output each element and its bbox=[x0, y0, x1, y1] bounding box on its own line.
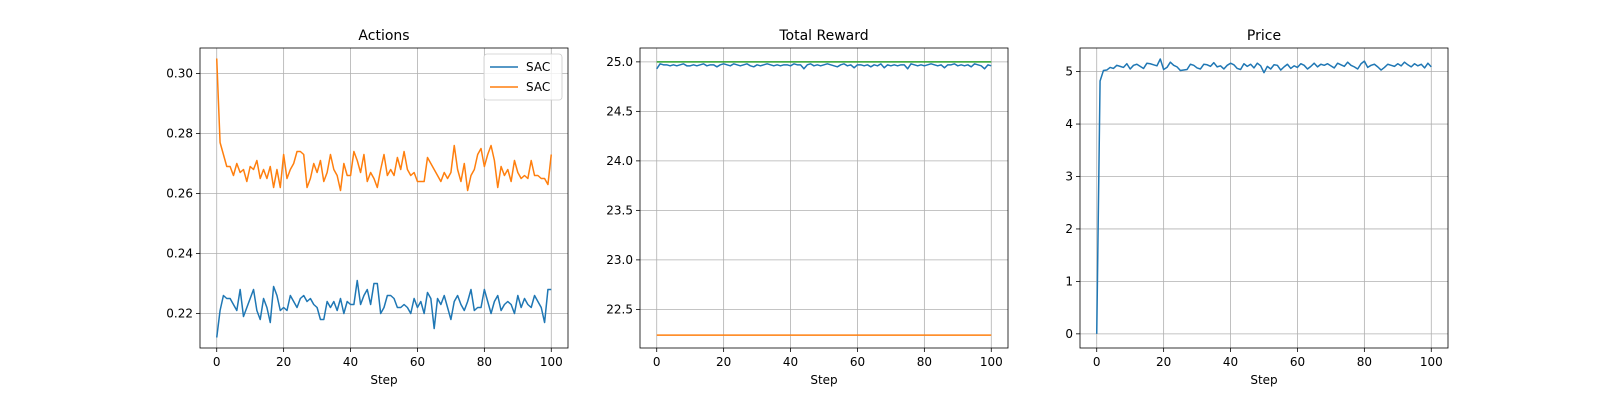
x-tick-label: 0 bbox=[1093, 355, 1101, 369]
subplot-3: 0 20 40 60 80 100 0 1 2 3 4 5 Price Step bbox=[1065, 28, 1449, 387]
y-tick-label: 2 bbox=[1065, 222, 1073, 236]
series-line-2 bbox=[215, 58, 553, 192]
x-tick-label: 0 bbox=[213, 355, 221, 369]
y-tick-label: 23.0 bbox=[606, 253, 633, 267]
y-tick-label: 24.0 bbox=[606, 154, 633, 168]
subplot-1: 0 20 40 60 80 100 0.22 0.24 0.26 0.28 0.30 Actions S… bbox=[166, 28, 569, 387]
y-tick-label: 1 bbox=[1065, 274, 1073, 288]
x-tick-label: 40 bbox=[343, 355, 358, 369]
legend-label: SAC bbox=[526, 60, 550, 74]
x-tick-label: 100 bbox=[1420, 355, 1443, 369]
y-tick-label: 23.5 bbox=[606, 203, 633, 217]
x-tick-label: 40 bbox=[783, 355, 798, 369]
x-tick-label: 60 bbox=[850, 355, 865, 369]
chart-title: Actions bbox=[358, 28, 409, 44]
plot-frame bbox=[639, 47, 1009, 349]
chart-title: Price bbox=[1247, 28, 1281, 44]
y-tick-label: 0 bbox=[1065, 327, 1073, 341]
x-tick-label: 40 bbox=[1223, 355, 1238, 369]
x-tick-label: 100 bbox=[540, 355, 563, 369]
y-tick-label: 0.24 bbox=[166, 247, 193, 261]
chart-title: Total Reward bbox=[778, 28, 868, 44]
plot-frame bbox=[1079, 47, 1449, 349]
y-tick-label: 0.30 bbox=[166, 67, 193, 81]
y-tick-label: 22.5 bbox=[606, 302, 633, 316]
series-line-1 bbox=[1095, 58, 1432, 334]
plot-frame bbox=[199, 47, 569, 349]
x-tick-label: 20 bbox=[276, 355, 291, 369]
x-axis-label: Step bbox=[1250, 373, 1277, 387]
y-tick-label: 0.26 bbox=[166, 187, 193, 201]
y-tick-label: 4 bbox=[1065, 117, 1073, 131]
x-tick-label: 20 bbox=[1156, 355, 1171, 369]
series-line-1 bbox=[215, 279, 552, 338]
y-tick-label: 0.28 bbox=[166, 127, 193, 141]
y-tick-label: 5 bbox=[1065, 65, 1073, 79]
x-tick-label: 60 bbox=[1290, 355, 1305, 369]
x-tick-label: 80 bbox=[477, 355, 492, 369]
x-tick-label: 80 bbox=[1357, 355, 1372, 369]
x-tick-label: 0 bbox=[653, 355, 661, 369]
x-axis-label: Step bbox=[370, 373, 397, 387]
y-tick-label: 25.0 bbox=[606, 55, 633, 69]
legend-box bbox=[483, 53, 563, 101]
legend-label: SAC bbox=[526, 80, 550, 94]
y-tick-label: 3 bbox=[1065, 169, 1073, 183]
y-tick-label: 24.5 bbox=[606, 104, 633, 118]
legend: SAC SAC bbox=[483, 53, 563, 101]
x-tick-label: 100 bbox=[980, 355, 1003, 369]
y-tick-label: 0.22 bbox=[166, 307, 193, 321]
x-tick-label: 80 bbox=[917, 355, 932, 369]
x-tick-label: 20 bbox=[716, 355, 731, 369]
x-tick-label: 60 bbox=[410, 355, 425, 369]
x-axis-label: Step bbox=[810, 373, 837, 387]
series-line-1 bbox=[656, 63, 992, 70]
subplot-2: 0 20 40 60 80 100 22.5 23.0 23.5 24.0 24.5 25.0 Tota… bbox=[606, 28, 1009, 387]
